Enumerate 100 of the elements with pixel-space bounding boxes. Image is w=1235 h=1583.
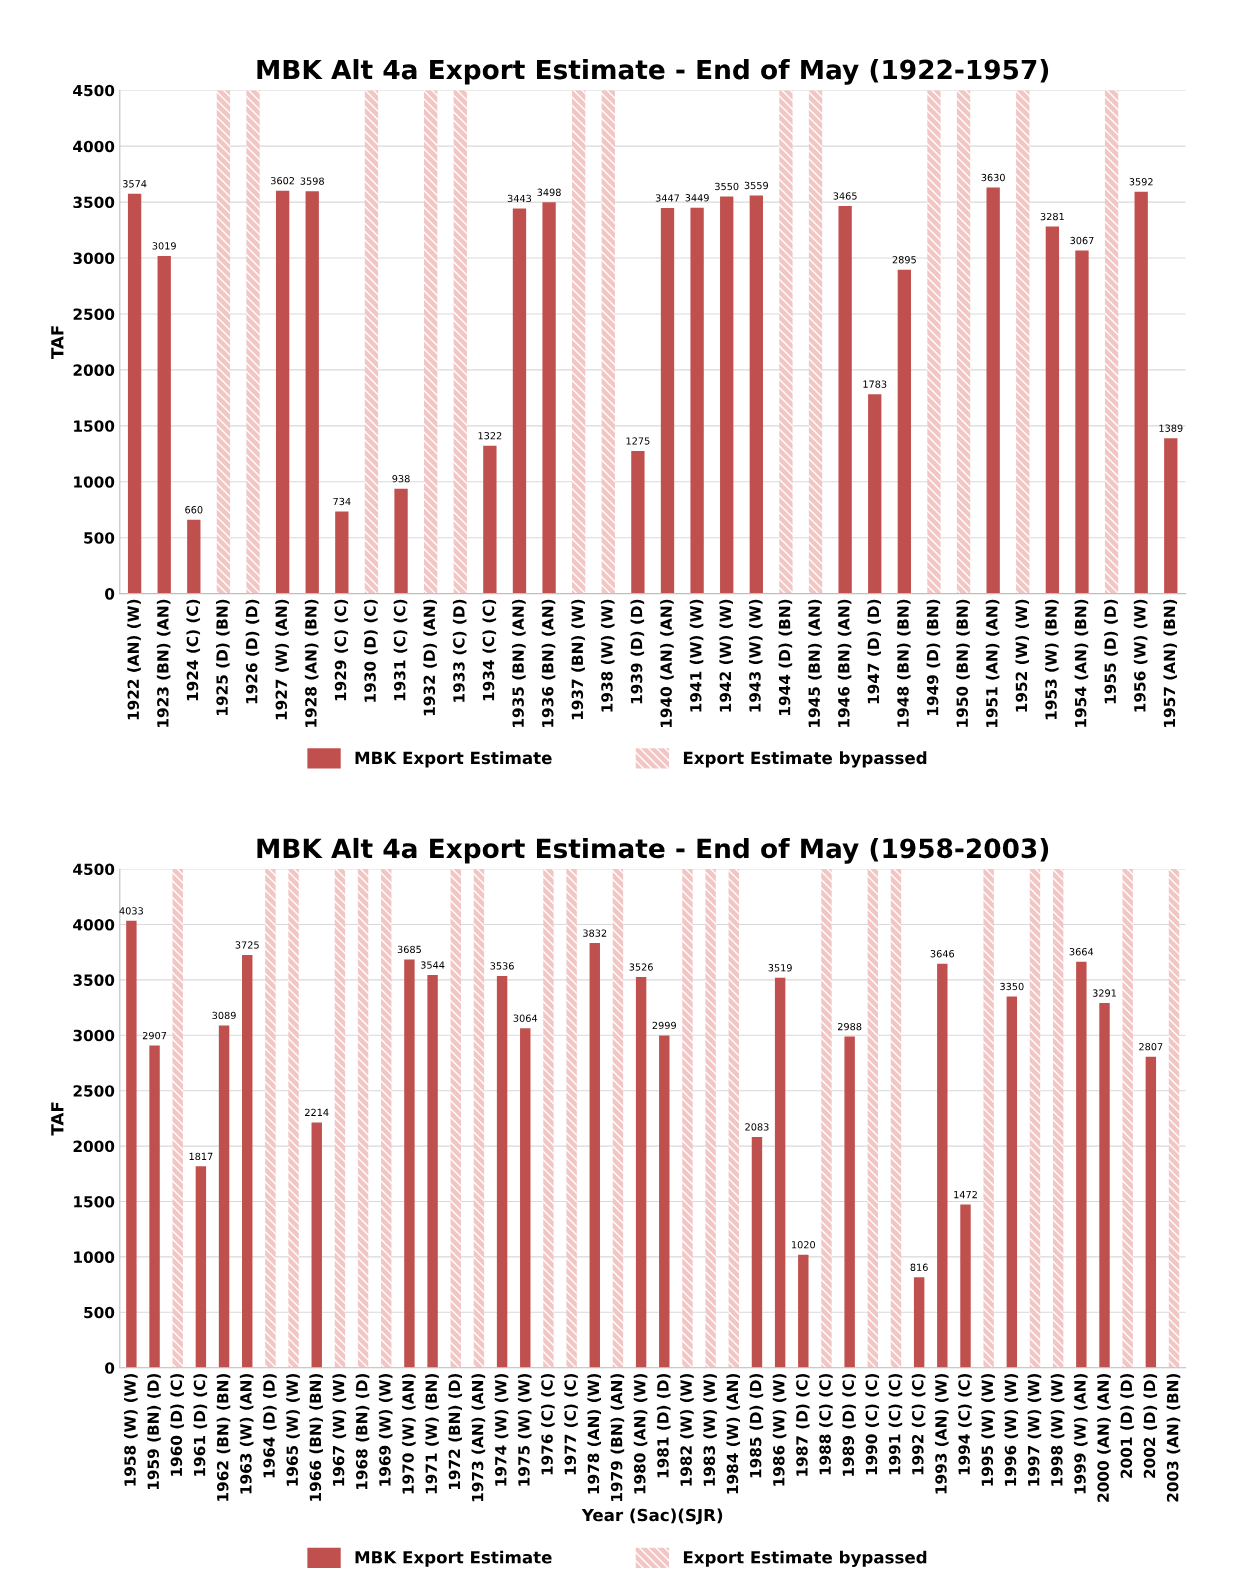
bar <box>705 869 716 1368</box>
x-tick-label: 1966 (BN) (BN) <box>309 1373 323 1501</box>
data-label: 3067 <box>1070 236 1094 245</box>
bar <box>127 193 142 594</box>
x-tick-label: 2001 (D) (D) <box>1120 1373 1134 1478</box>
x-tick-label: 1957 (AN) (BN) <box>1163 599 1178 727</box>
x-tick-label: 1944 (D) (BN) <box>778 599 793 715</box>
bar <box>1075 250 1089 594</box>
bar <box>1006 996 1018 1368</box>
y-tick-label: 1000 <box>74 1251 115 1263</box>
y-tick-label: 2500 <box>73 1085 115 1097</box>
bar <box>450 869 461 1368</box>
bar <box>572 90 586 594</box>
x-tick-label: 1961 (D) (C) <box>193 1373 208 1476</box>
x-tick-label: 1949 (D) (BN) <box>926 599 941 715</box>
data-label: 3019 <box>152 242 176 250</box>
x-tick-label: 1948 (BN) (BN) <box>896 599 911 727</box>
legend-label: Export Estimate bypassed <box>683 751 927 768</box>
y-tick-label: 3000 <box>73 1029 115 1042</box>
bar <box>381 869 392 1368</box>
y-tick-label: 2000 <box>73 364 115 376</box>
data-label: 1020 <box>792 1241 816 1249</box>
data-label: 734 <box>333 497 351 506</box>
data-label: 3559 <box>744 181 768 190</box>
bar <box>913 1277 925 1368</box>
x-tick-label: 1951 (AN) (AN) <box>985 599 1000 728</box>
bar <box>844 1036 855 1368</box>
x-tick-label: 1955 (D) (D) <box>1104 599 1118 704</box>
x-tick-label: 1990 (C) (C) <box>865 1373 880 1475</box>
x-tick-label: 1935 (BN) (AN) <box>512 599 526 727</box>
bar <box>394 488 408 594</box>
data-label: 3544 <box>420 961 445 969</box>
bar <box>126 920 137 1368</box>
bar <box>983 869 994 1368</box>
x-tick-label: 1932 (D) (AN) <box>423 599 437 716</box>
data-label: 3449 <box>685 194 709 202</box>
bar <box>749 195 763 594</box>
bar <box>897 269 912 594</box>
x-tick-label: 1927 (W) (AN) <box>275 599 289 720</box>
x-tick-label: 1986 (W) (W) <box>772 1373 787 1486</box>
x-tick-label: 1925 (D) (BN) <box>216 599 230 715</box>
data-label: 938 <box>392 474 410 483</box>
x-tick-label: 1995 (W) (W) <box>981 1373 995 1486</box>
y-tick-label: 500 <box>84 1306 115 1319</box>
bar <box>172 869 183 1368</box>
bar <box>1104 90 1119 594</box>
data-label: 3291 <box>1092 989 1116 997</box>
bar <box>1052 869 1064 1368</box>
y-tick-label: 4500 <box>73 863 115 876</box>
bar <box>1099 1003 1110 1368</box>
data-label: 2214 <box>305 1108 329 1116</box>
bar <box>364 90 379 594</box>
bar <box>798 1254 809 1368</box>
bar <box>157 255 171 594</box>
data-label: 3089 <box>212 1011 236 1020</box>
bar <box>774 977 786 1368</box>
y-tick-label: 500 <box>84 532 115 544</box>
bar <box>690 207 704 594</box>
x-tick-label: 1958 (W) (W) <box>124 1373 138 1486</box>
data-label: 816 <box>910 1263 928 1271</box>
x-tick-label: 1965 (W) (W) <box>286 1373 300 1486</box>
bar <box>335 511 349 594</box>
bar <box>1076 961 1087 1368</box>
bar <box>1145 1056 1157 1368</box>
x-tick-label: 1996 (W) (W) <box>1004 1373 1019 1486</box>
x-tick-label: 1929 (C) (C) <box>334 599 349 701</box>
y-tick-label: 3000 <box>73 252 115 265</box>
x-tick-label: 1982 (W) (W) <box>680 1373 694 1486</box>
x-tick-label: 1984 (W) (AN) <box>726 1373 741 1494</box>
x-tick-label: 1993 (AN) (W) <box>934 1373 949 1494</box>
bar <box>246 90 260 594</box>
y-tick-label: 4000 <box>73 140 115 153</box>
x-tick-label: 1977 (C) (C) <box>564 1373 578 1475</box>
bar <box>473 869 485 1368</box>
data-label: 2988 <box>837 1022 862 1031</box>
bar <box>543 869 554 1368</box>
x-tick-label: 1978 (AN) (W) <box>587 1373 601 1494</box>
x-tick-label: 1953 (W) (BN) <box>1045 599 1059 720</box>
x-tick-label: 1938 (W) (W) <box>600 599 615 712</box>
bar <box>1122 869 1133 1368</box>
data-label: 1817 <box>189 1152 213 1161</box>
x-tick-label: 1924 (C) (C) <box>186 599 201 701</box>
bar <box>311 1122 322 1368</box>
x-tick-label: 1967 (W) (W) <box>332 1373 347 1486</box>
y-tick-label: 4500 <box>73 84 115 97</box>
bar <box>1029 869 1041 1368</box>
data-label: 3281 <box>1040 212 1064 221</box>
data-label: 3574 <box>122 180 147 188</box>
data-label: 3536 <box>490 962 514 970</box>
bar <box>1016 90 1030 594</box>
x-tick-label: 1940 (AN) (AN) <box>660 599 674 728</box>
x-tick-label: 1979 (BN) (AN) <box>610 1373 625 1501</box>
bar <box>779 90 793 594</box>
bar <box>512 208 527 594</box>
x-tick-label: 1962 (BN) (BN) <box>216 1373 231 1501</box>
x-tick-label: 1974 (W) (W) <box>494 1373 509 1486</box>
bar <box>357 869 369 1368</box>
data-label: 2807 <box>1139 1043 1163 1051</box>
y-tick-label: 1500 <box>74 1195 115 1208</box>
bar <box>520 1028 531 1368</box>
